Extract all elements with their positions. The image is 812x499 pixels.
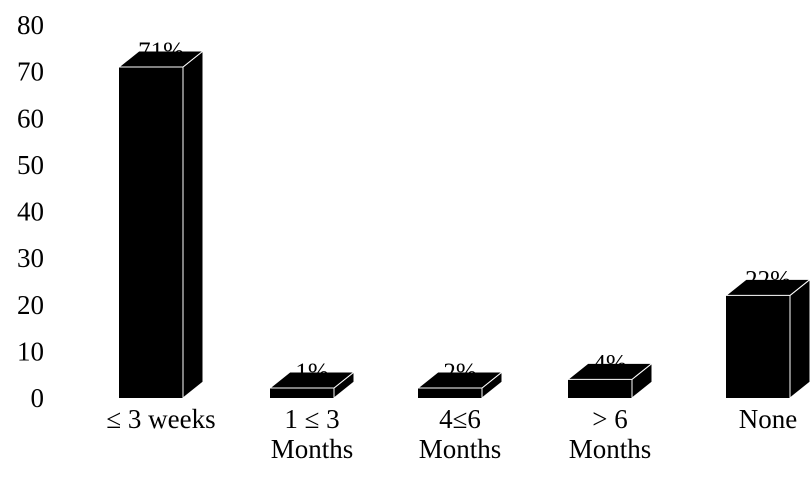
bar (416, 370, 504, 400)
bar-front (568, 379, 632, 398)
bar-side (789, 278, 811, 400)
bar-top (117, 50, 205, 68)
x-tick-label: ≤ 3 weeks (106, 404, 215, 434)
y-tick-label: 80 (17, 10, 44, 40)
bar (268, 370, 356, 400)
y-tick-label: 50 (17, 150, 44, 180)
bar-front (270, 388, 334, 398)
bars (117, 49, 812, 400)
bar-top (724, 278, 812, 296)
bar-front (119, 66, 183, 399)
bar-top (268, 371, 356, 389)
data-label: 71% (138, 38, 184, 65)
y-tick-label: 10 (17, 336, 44, 366)
data-labels: 71% 1% 2% 4% 22% (138, 38, 791, 386)
x-axis-labels: ≤ 3 weeks 1 ≤ 3 Months 4≤6 Months > 6 Months No… (106, 404, 797, 464)
bar (724, 278, 812, 400)
bar (566, 362, 654, 400)
bar-top (566, 362, 654, 380)
data-label: 1% (295, 359, 328, 386)
y-tick-label: 70 (17, 57, 44, 87)
x-tick-label: 4≤6 Months (419, 404, 502, 464)
y-tick-label: 60 (17, 103, 44, 133)
bar (117, 49, 205, 400)
data-label: 22% (745, 266, 791, 293)
bar-front (418, 388, 482, 398)
bar-side (182, 49, 204, 400)
y-tick-label: 0 (31, 383, 45, 413)
data-label: 4% (593, 350, 626, 377)
y-tick-label: 20 (17, 290, 44, 320)
data-label: 2% (443, 359, 476, 386)
bar-front (726, 295, 790, 398)
x-tick-label: None (739, 404, 797, 434)
bar-top (416, 371, 504, 389)
y-tick-label: 30 (17, 243, 44, 273)
y-tick-label: 40 (17, 197, 44, 227)
x-tick-label: > 6 Months (569, 404, 652, 464)
y-axis-ticks: 0 10 20 30 40 50 60 70 80 (17, 10, 44, 413)
x-tick-label: 1 ≤ 3 Months (271, 404, 354, 464)
